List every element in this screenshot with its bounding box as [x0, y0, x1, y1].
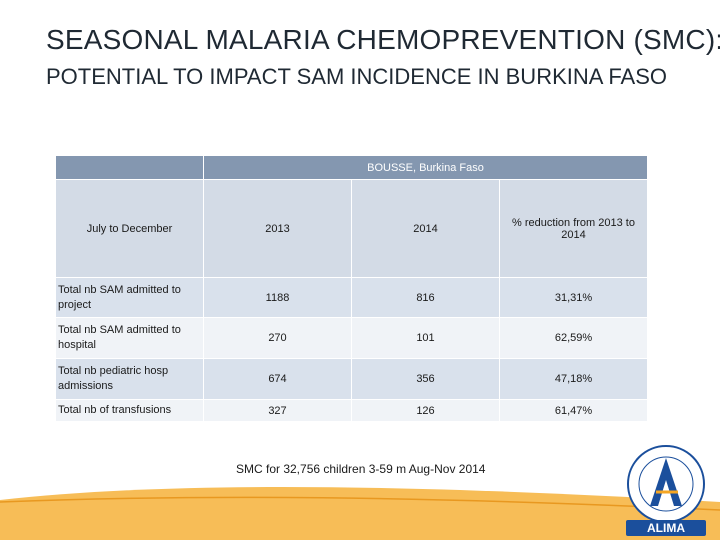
table-cell: 47,18% — [500, 359, 648, 400]
logo-text: ALIMA — [647, 521, 685, 535]
row-label: Total nb SAM admitted to project — [56, 278, 204, 318]
data-table: BOUSSE, Burkina Faso July to December 20… — [56, 156, 648, 422]
table-cell: 62,59% — [500, 318, 648, 359]
table-cell: 61,47% — [500, 400, 648, 422]
table-row: Total nb SAM admitted to hospital 270 10… — [56, 318, 648, 359]
column-header: 2013 — [204, 180, 352, 278]
table-row: Total nb of transfusions 327 126 61,47% — [56, 400, 648, 422]
header-blank-cell — [56, 156, 204, 180]
row-label: Total nb SAM admitted to hospital — [56, 318, 204, 359]
column-header: % reduction from 2013 to 2014 — [500, 180, 648, 278]
table-cell: 126 — [352, 400, 500, 422]
table-cell: 816 — [352, 278, 500, 318]
table-cell: 270 — [204, 318, 352, 359]
column-header: July to December — [56, 180, 204, 278]
slide-title: SEASONAL MALARIA CHEMOPREVENTION (SMC): — [46, 24, 720, 55]
table-cell: 356 — [352, 359, 500, 400]
column-header: 2014 — [352, 180, 500, 278]
alima-logo: ALIMA — [626, 445, 706, 536]
footnote: SMC for 32,756 children 3-59 m Aug-Nov 2… — [236, 462, 486, 476]
table-cell: 1188 — [204, 278, 352, 318]
row-label: Total nb of transfusions — [56, 400, 204, 422]
slide-subtitle: POTENTIAL TO IMPACT SAM INCIDENCE IN BUR… — [46, 64, 668, 89]
table-row: Total nb pediatric hosp admissions 674 3… — [56, 359, 648, 400]
decorative-wave — [0, 487, 720, 540]
table-row: Total nb SAM admitted to project 1188 81… — [56, 278, 648, 318]
row-label: Total nb pediatric hosp admissions — [56, 359, 204, 400]
table-cell: 327 — [204, 400, 352, 422]
table-cell: 101 — [352, 318, 500, 359]
group-header: BOUSSE, Burkina Faso — [204, 156, 648, 180]
table-header-row: BOUSSE, Burkina Faso — [56, 156, 648, 180]
table-cell: 674 — [204, 359, 352, 400]
table-cell: 31,31% — [500, 278, 648, 318]
table-column-row: July to December 2013 2014 % reduction f… — [56, 180, 648, 278]
